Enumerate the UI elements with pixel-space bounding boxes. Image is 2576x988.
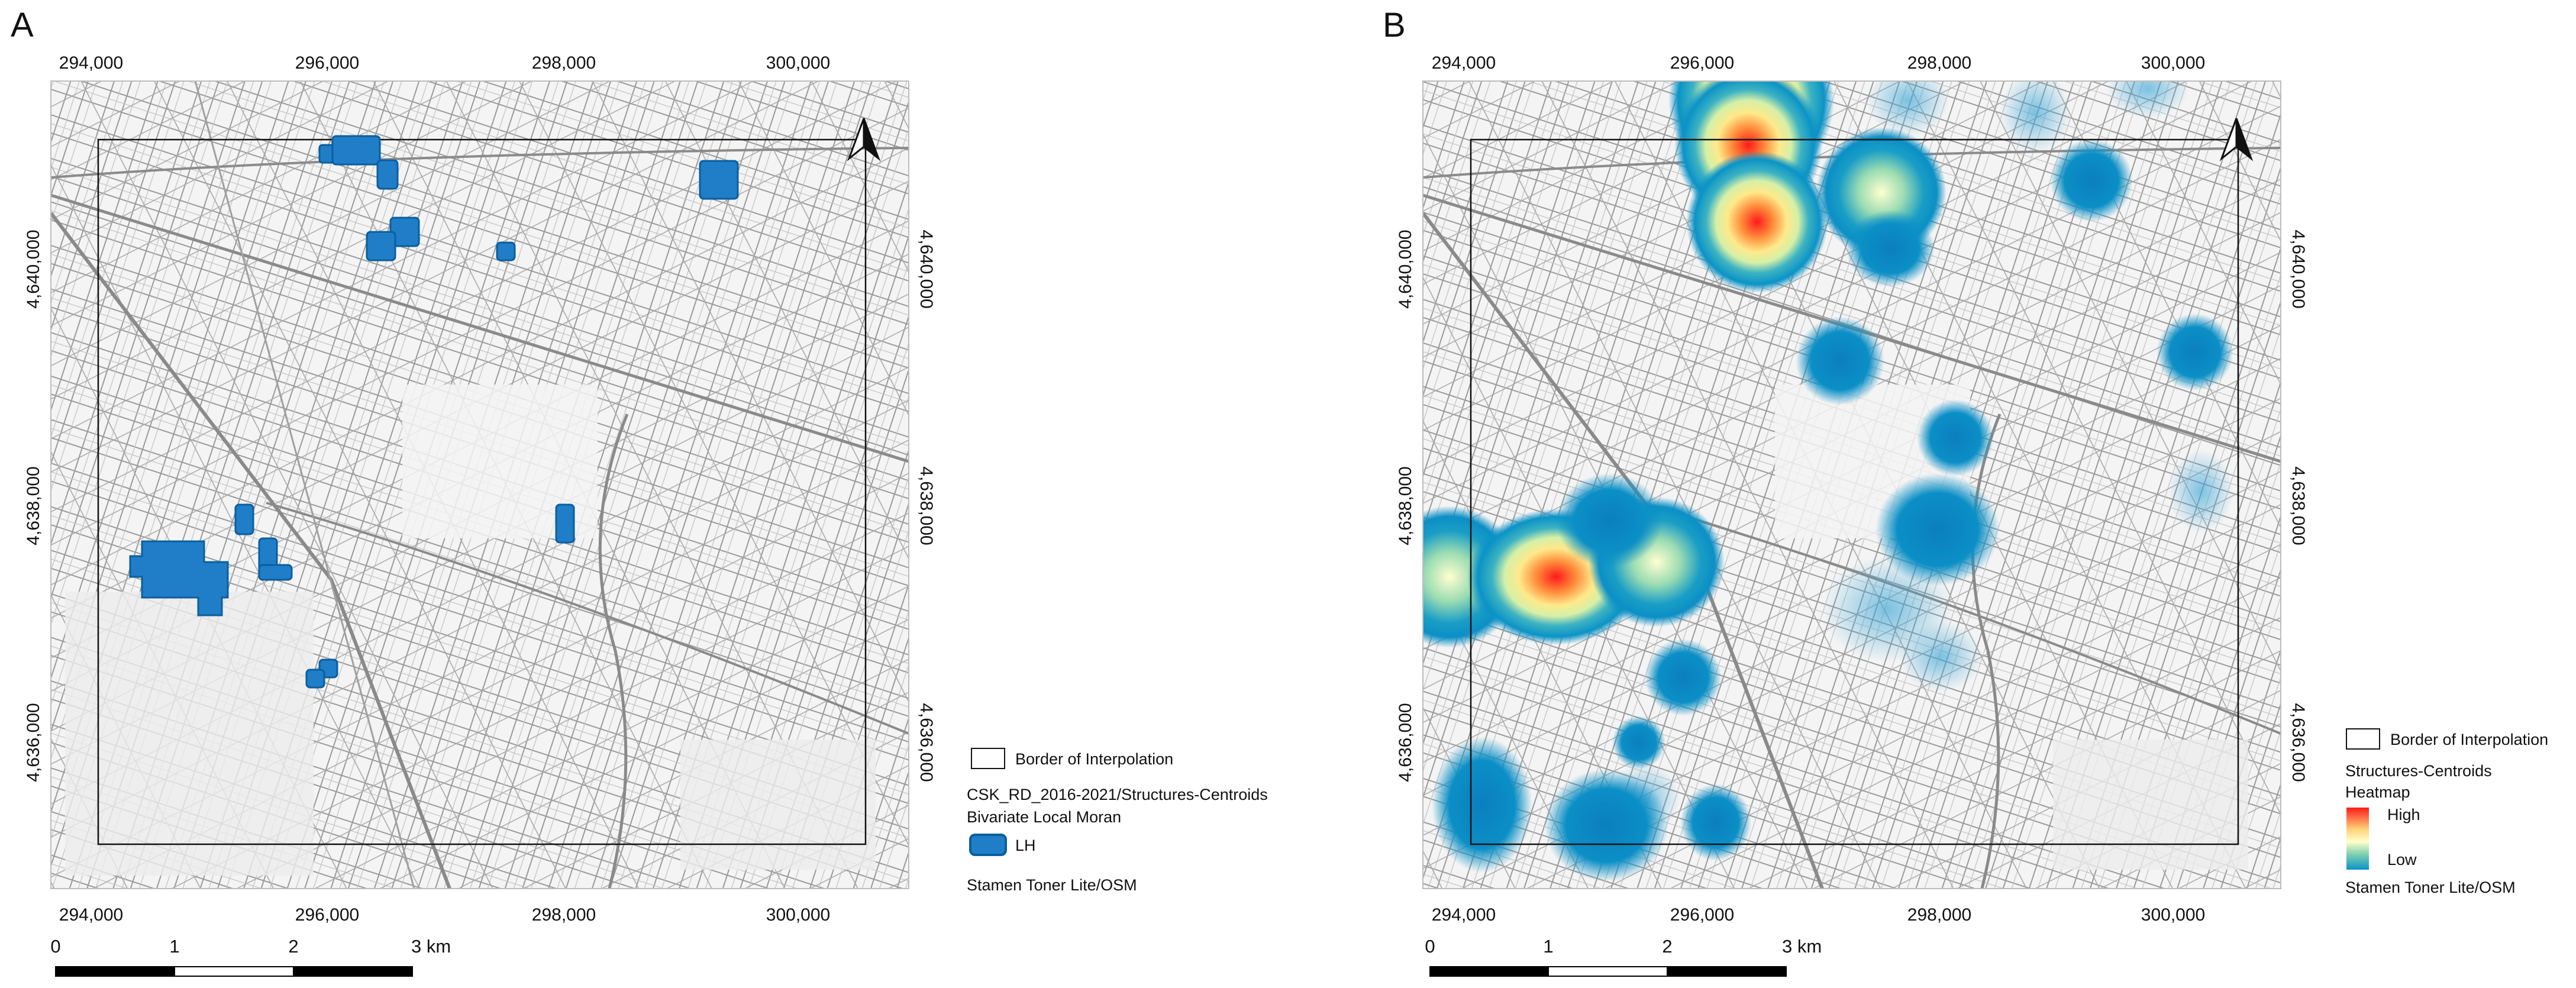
y-axis-left: 4,640,000 4,638,000 4,636,000 [1396,230,1415,782]
x-tick: 298,000 [532,905,596,925]
x-tick: 294,000 [1432,905,1496,925]
x-tick: 296,000 [1670,905,1734,925]
y-tick: 4,638,000 [916,466,936,545]
basemap [1423,81,2281,889]
x-axis-bottom: 294,000 296,000 298,000 300,000 [1432,905,2205,925]
y-tick: 4,640,000 [24,230,43,308]
basemap-credit: Stamen Toner Lite/OSM [967,876,1137,894]
x-axis-top: 294,000 296,000 298,000 300,000 [59,53,830,73]
y-tick: 4,638,000 [24,466,43,545]
scale-label: 0 [1425,936,1435,957]
north-arrow-icon [847,118,881,162]
panel-letter: B [1383,6,1406,44]
scale-label: 1 [169,936,179,957]
border-of-interpolation [97,138,867,845]
x-tick: 296,000 [1670,53,1734,73]
border-swatch [971,748,1005,769]
lh-clusters [129,135,739,689]
x-tick: 296,000 [295,905,359,925]
y-tick: 4,638,000 [1396,466,1415,545]
layer-title: CSK_RD_2016-2021/Structures-Centroids [967,786,1268,803]
high-label: High [2387,806,2420,824]
border-swatch [2346,728,2380,750]
border-of-interpolation [1470,138,2239,845]
panel-b: B [1383,6,2548,977]
x-tick: 294,000 [59,53,123,73]
basemap-credit: Stamen Toner Lite/OSM [2345,879,2516,896]
scale-bar: 0 1 2 3 km [1425,936,1822,977]
y-tick: 4,636,000 [2288,703,2308,782]
scale-label: 2 [1662,936,1672,957]
border-label: Border of Interpolation [1015,750,1173,768]
y-tick: 4,640,000 [2288,230,2308,308]
y-tick: 4,638,000 [2288,466,2308,545]
y-tick: 4,636,000 [1396,703,1415,782]
panel-a: A [11,6,1268,977]
x-tick: 298,000 [1907,53,1971,73]
scale-label: 3 km [1782,936,1822,957]
y-axis-right: 4,640,000 4,638,000 4,636,000 [916,230,936,782]
low-label: Low [2387,851,2417,868]
x-tick: 300,000 [2141,905,2205,925]
legend: Border of Interpolation Structures-Centr… [2345,728,2548,896]
x-tick: 300,000 [766,53,830,73]
scale-label: 0 [50,936,60,957]
scale-bar: 0 1 2 3 km [50,936,451,977]
scale-label: 3 km [411,936,451,957]
y-axis-right: 4,640,000 4,638,000 4,636,000 [2288,230,2308,782]
x-tick: 298,000 [532,53,596,73]
x-tick: 296,000 [295,53,359,73]
x-axis-bottom: 294,000 296,000 298,000 300,000 [59,905,830,925]
color-ramp [2346,808,2369,870]
x-axis-top: 294,000 296,000 298,000 300,000 [1432,53,2205,73]
legend: Border of Interpolation CSK_RD_2016-2021… [967,748,1268,894]
layer-subtitle: Heatmap [2345,783,2410,801]
y-tick: 4,636,000 [916,703,936,782]
heatmap-layer [1423,81,2233,882]
layer-subtitle: Bivariate Local Moran [967,808,1121,826]
y-tick: 4,640,000 [916,230,936,308]
scale-label: 1 [1543,936,1553,957]
panel-letter: A [11,6,34,44]
lh-swatch [969,834,1007,856]
x-tick: 294,000 [59,905,123,925]
map-frame [50,80,909,889]
y-axis-left: 4,640,000 4,638,000 4,636,000 [24,230,43,782]
scale-label: 2 [288,936,298,957]
north-arrow-icon [2219,118,2254,162]
lh-label: LH [1015,837,1036,854]
x-tick: 294,000 [1432,53,1496,73]
y-tick: 4,636,000 [24,703,43,782]
basemap [51,81,909,889]
border-label: Border of Interpolation [2390,731,2548,748]
x-tick: 300,000 [2141,53,2205,73]
y-tick: 4,640,000 [1396,230,1415,308]
x-tick: 300,000 [766,905,830,925]
map-frame [1422,80,2281,889]
x-tick: 298,000 [1907,905,1971,925]
layer-title: Structures-Centroids [2345,762,2492,780]
